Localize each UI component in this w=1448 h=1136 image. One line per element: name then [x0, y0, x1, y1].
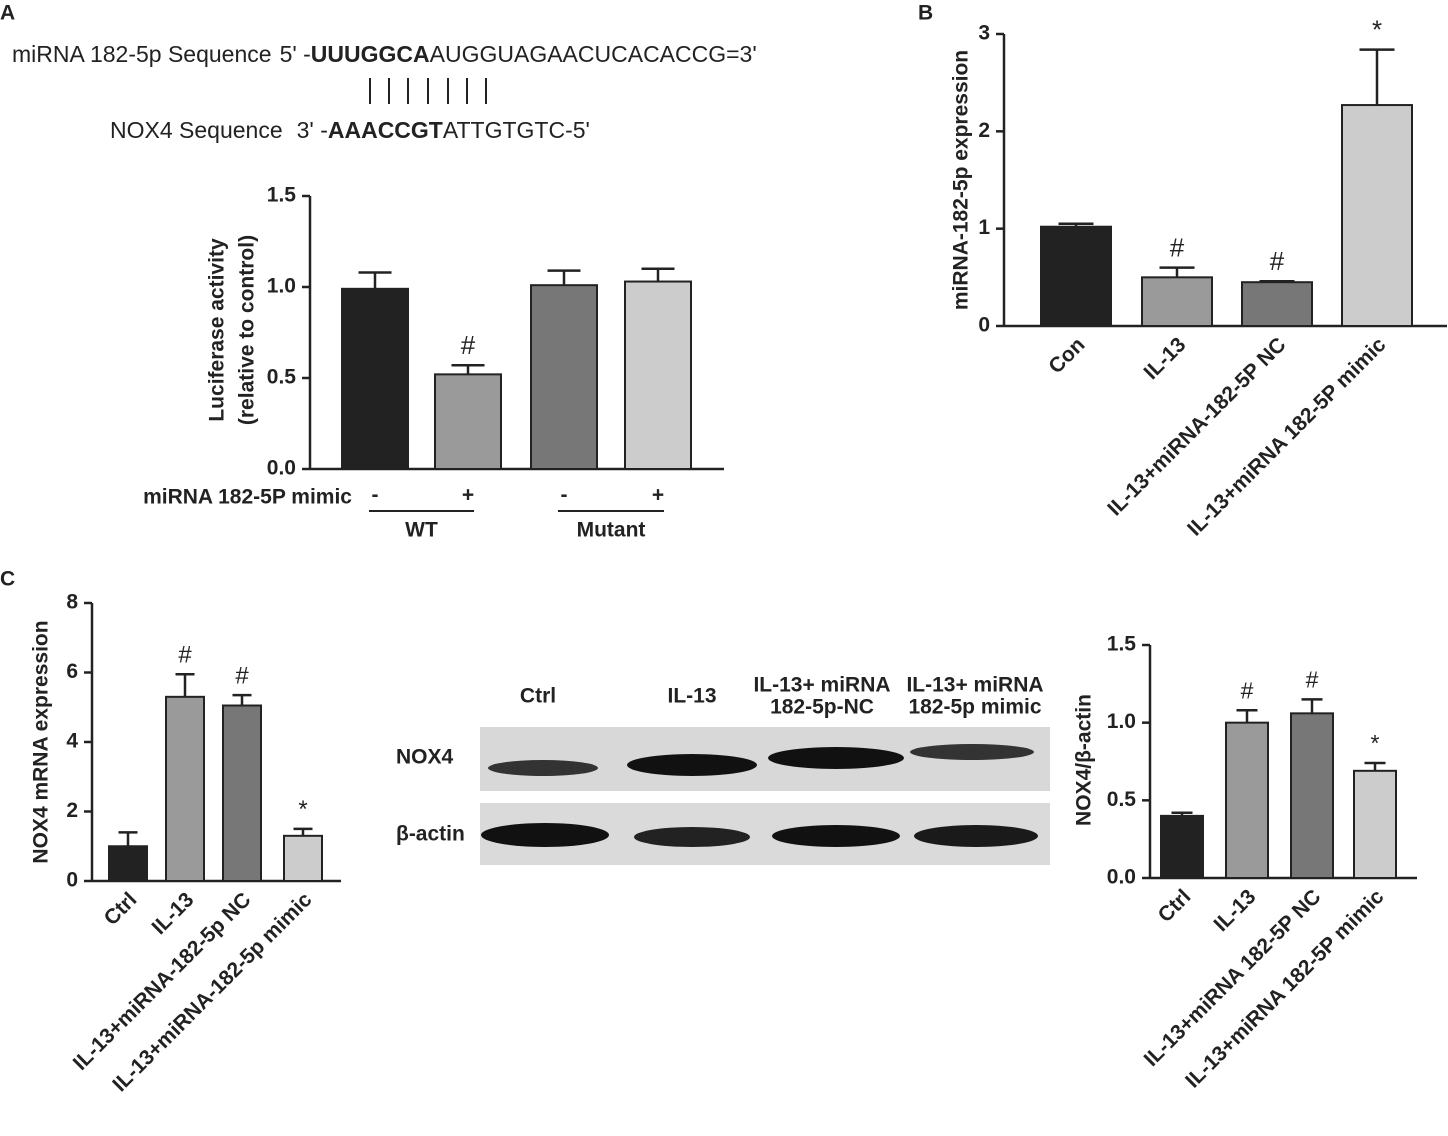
y-tick-label: 2	[978, 119, 990, 142]
blot-lane-label: 182-5p-NC	[770, 696, 874, 719]
panel-label: A	[0, 2, 15, 25]
seq-bold: AAACCGT	[328, 117, 443, 143]
bar	[108, 845, 148, 882]
y-tick-label: 0	[978, 314, 990, 337]
x-axis-label: miRNA 182-5P mimic	[143, 486, 352, 509]
y-tick-label: 1.5	[1107, 633, 1137, 656]
blot-lane-label: IL-13+ miRNA	[906, 674, 1043, 697]
significance-marker: #	[1270, 246, 1285, 276]
bar	[165, 695, 205, 883]
bar	[1353, 769, 1397, 880]
blot-row-label: NOX4	[396, 746, 454, 769]
bar	[1040, 225, 1112, 327]
group-label: Mutant	[577, 519, 646, 542]
bar	[1290, 712, 1334, 880]
bar	[1225, 721, 1269, 880]
sequence-row: miRNA 182-5p Sequence 5' -UUUGGCAAUGGUAGA…	[12, 41, 757, 67]
band	[627, 754, 757, 776]
band	[634, 827, 750, 847]
x-tick-label: IL-13+miRNA-182-5P NC	[1103, 333, 1290, 520]
y-axis-label: NOX4/β-actin	[1073, 694, 1096, 826]
band	[481, 823, 609, 847]
y-tick-label: 0	[66, 869, 78, 892]
y-axis-label: miRNA-182-5p expression	[950, 50, 973, 310]
seq-end: 3' -	[297, 117, 328, 143]
band	[488, 760, 598, 776]
blot-row-label: β-actin	[396, 823, 465, 846]
panel-label: B	[918, 2, 933, 25]
y-tick-label: 3	[978, 22, 990, 45]
western-blot	[480, 727, 1050, 865]
bar	[341, 287, 409, 470]
seq-bold: UUUGGCA	[311, 41, 430, 67]
y-tick-label: 0.5	[267, 366, 297, 389]
bar	[530, 284, 598, 470]
significance-marker: #	[461, 330, 476, 360]
blot-lane-label: 182-5p mimic	[908, 696, 1041, 719]
bar	[434, 373, 502, 470]
x-tick-label: Ctrl	[1154, 885, 1196, 927]
y-tick-label: 0.0	[267, 457, 296, 480]
band	[772, 825, 900, 847]
significance-marker: #	[1241, 677, 1254, 703]
y-tick-label: 0.0	[1107, 866, 1136, 889]
x-tick-label: +	[462, 484, 474, 507]
blot-lane-label: Ctrl	[520, 685, 556, 708]
band	[910, 744, 1034, 760]
group-label: WT	[405, 519, 438, 542]
seq-label: NOX4 Sequence	[110, 117, 283, 143]
x-tick-label: IL-13	[1140, 333, 1191, 384]
bar	[1341, 104, 1413, 328]
sequence-row: NOX4 Sequence 3' -AAACCGTATTGTGTC-5'	[110, 117, 590, 143]
band	[914, 825, 1038, 847]
x-tick-label: IL-13+miRNA 182-5P mimic	[1183, 333, 1391, 541]
y-axis-label: NOX4 mRNA expression	[30, 620, 53, 863]
significance-marker: #	[178, 642, 192, 669]
x-tick-label: Ctrl	[100, 888, 142, 930]
seq-end: 5' -	[280, 41, 311, 67]
y-tick-label: 1.5	[267, 184, 297, 207]
significance-marker: #	[1306, 666, 1319, 692]
pairing-lines	[369, 78, 487, 104]
y-tick-label: 6	[66, 660, 78, 683]
significance-marker: *	[298, 796, 307, 823]
significance-marker: *	[1372, 14, 1382, 44]
bar	[624, 280, 692, 471]
x-tick-label: +	[652, 484, 664, 507]
bar	[1241, 281, 1313, 328]
x-tick-label: Con	[1044, 333, 1089, 378]
x-tick-label: -	[372, 484, 379, 507]
significance-marker: *	[1371, 730, 1380, 756]
seq-rest: ATTGTGTC-5'	[443, 117, 590, 143]
y-tick-label: 4	[66, 730, 78, 753]
bar	[1141, 276, 1213, 328]
x-tick-label: IL-13	[148, 888, 199, 939]
x-tick-label: IL-13	[1210, 885, 1261, 936]
y-tick-label: 1	[978, 216, 990, 239]
seq-rest: AUGGUAGAACUCACACCG=3'	[430, 41, 757, 67]
y-tick-label: 1.0	[1107, 710, 1136, 733]
bar	[283, 834, 323, 883]
y-tick-label: 0.5	[1107, 788, 1137, 811]
y-tick-label: 8	[66, 591, 78, 614]
y-tick-label: 1.0	[267, 275, 296, 298]
panel-label: C	[0, 568, 15, 591]
x-tick-label: -	[561, 484, 568, 507]
y-tick-label: 2	[66, 799, 78, 822]
bar	[1160, 814, 1204, 879]
seq-label: miRNA 182-5p Sequence	[12, 41, 272, 67]
y-axis-label: (relative to control)	[236, 235, 259, 425]
significance-marker: #	[235, 662, 249, 689]
significance-marker: #	[1170, 232, 1185, 262]
band	[768, 747, 904, 769]
blot-lane-label: IL-13+ miRNA	[753, 674, 890, 697]
blot-lane-label: IL-13	[667, 685, 716, 708]
y-axis-label: Luciferase activity	[206, 238, 229, 422]
bar	[222, 704, 262, 883]
